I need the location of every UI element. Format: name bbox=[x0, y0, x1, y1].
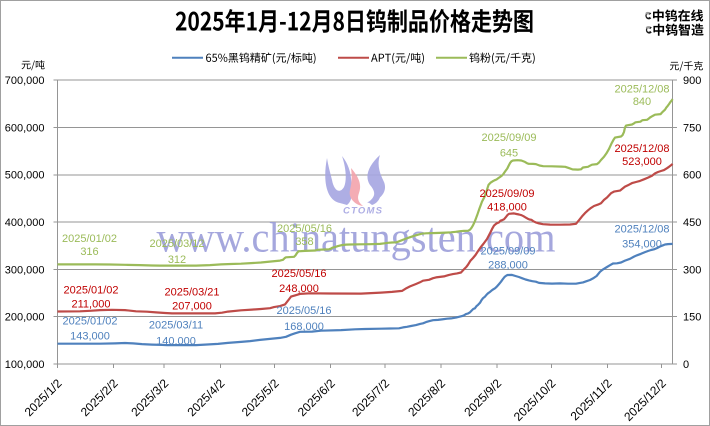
svg-text:840: 840 bbox=[633, 96, 651, 108]
svg-text:600: 600 bbox=[683, 170, 701, 182]
svg-text:645: 645 bbox=[500, 147, 518, 159]
svg-text:2025/09/09: 2025/09/09 bbox=[479, 188, 534, 200]
svg-text:418,000: 418,000 bbox=[487, 201, 527, 213]
svg-text:900: 900 bbox=[683, 75, 701, 87]
svg-text:358: 358 bbox=[295, 236, 313, 248]
svg-text:207,000: 207,000 bbox=[172, 301, 212, 313]
svg-text:2025/12/08: 2025/12/08 bbox=[614, 224, 669, 236]
svg-text:400,000: 400,000 bbox=[5, 217, 45, 229]
svg-text:248,000: 248,000 bbox=[279, 283, 319, 295]
svg-text:2025/03/21: 2025/03/21 bbox=[164, 286, 219, 298]
svg-text:500,000: 500,000 bbox=[5, 170, 45, 182]
svg-text:CTOMS: CTOMS bbox=[343, 206, 383, 217]
svg-text:2025/03/12: 2025/03/12 bbox=[149, 238, 204, 250]
svg-text:140,000: 140,000 bbox=[156, 336, 196, 348]
svg-text:143,000: 143,000 bbox=[70, 330, 110, 342]
svg-text:2025/05/16: 2025/05/16 bbox=[271, 268, 326, 280]
svg-text:2025/09/09: 2025/09/09 bbox=[480, 245, 535, 257]
svg-text:316: 316 bbox=[80, 246, 98, 258]
svg-text:211,000: 211,000 bbox=[72, 298, 111, 310]
svg-text:354,000: 354,000 bbox=[622, 238, 662, 250]
svg-text:168,000: 168,000 bbox=[284, 321, 324, 333]
svg-text:100,000: 100,000 bbox=[5, 359, 45, 371]
svg-text:150: 150 bbox=[683, 312, 701, 324]
svg-text:700,000: 700,000 bbox=[5, 75, 45, 87]
svg-text:2025/03/11: 2025/03/11 bbox=[149, 320, 203, 332]
svg-text:600,000: 600,000 bbox=[5, 122, 45, 134]
svg-text:200,000: 200,000 bbox=[5, 312, 45, 324]
svg-text:2025/01/02: 2025/01/02 bbox=[63, 284, 118, 296]
svg-text:288,000: 288,000 bbox=[488, 260, 528, 272]
svg-text:300,000: 300,000 bbox=[5, 264, 45, 276]
svg-text:750: 750 bbox=[683, 122, 701, 134]
svg-text:312: 312 bbox=[168, 254, 186, 266]
svg-text:2025/12/08: 2025/12/08 bbox=[614, 83, 669, 95]
svg-text:2025/05/16: 2025/05/16 bbox=[277, 223, 332, 235]
svg-text:www.chinatungsten.com: www.chinatungsten.com bbox=[157, 216, 556, 262]
svg-text:2025/09/09: 2025/09/09 bbox=[481, 132, 536, 144]
svg-text:2025/01/02: 2025/01/02 bbox=[62, 233, 117, 245]
svg-text:2025/05/16: 2025/05/16 bbox=[276, 305, 331, 317]
svg-text:450: 450 bbox=[683, 217, 701, 229]
svg-text:2025/12/08: 2025/12/08 bbox=[614, 143, 669, 155]
svg-text:0: 0 bbox=[683, 359, 689, 371]
svg-text:300: 300 bbox=[683, 264, 701, 276]
svg-text:2025/01/02: 2025/01/02 bbox=[62, 315, 117, 327]
svg-text:523,000: 523,000 bbox=[622, 156, 662, 168]
